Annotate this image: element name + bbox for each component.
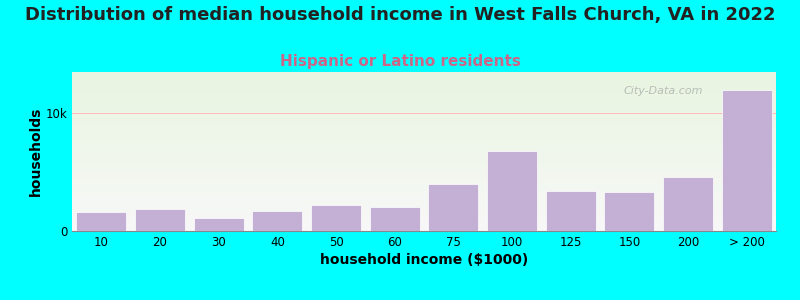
Bar <box>487 151 537 231</box>
Bar <box>722 90 771 231</box>
Bar <box>663 177 713 231</box>
Bar <box>429 184 478 231</box>
Bar <box>77 212 126 231</box>
Bar <box>546 191 595 231</box>
Text: City-Data.com: City-Data.com <box>624 86 703 96</box>
X-axis label: household income ($1000): household income ($1000) <box>320 253 528 267</box>
Bar <box>135 208 185 231</box>
Bar <box>311 205 361 231</box>
Bar <box>194 218 243 231</box>
Bar <box>253 211 302 231</box>
Y-axis label: households: households <box>29 107 42 196</box>
Bar <box>370 207 419 231</box>
Text: Hispanic or Latino residents: Hispanic or Latino residents <box>279 54 521 69</box>
Bar <box>605 192 654 231</box>
Text: Distribution of median household income in West Falls Church, VA in 2022: Distribution of median household income … <box>25 6 775 24</box>
